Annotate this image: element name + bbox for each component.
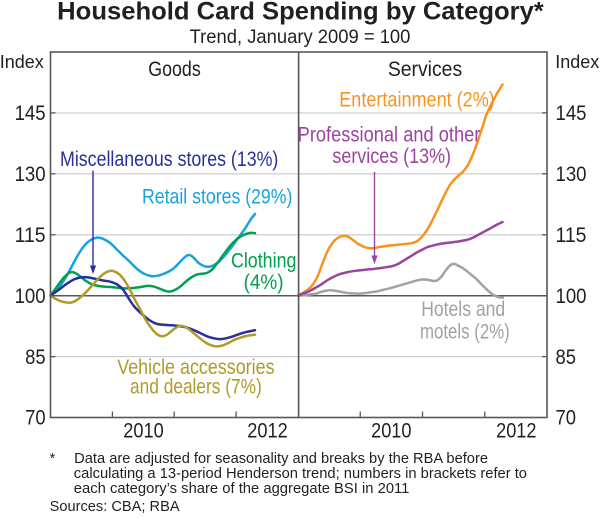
svg-text:Services: Services (388, 57, 462, 81)
svg-text:115: 115 (15, 224, 46, 247)
svg-text:145: 145 (556, 102, 587, 125)
svg-text:Household Card Spending by Cat: Household Card Spending by Category* (57, 0, 544, 26)
svg-text:Vehicle accessories: Vehicle accessories (117, 355, 274, 379)
svg-text:85: 85 (25, 346, 46, 369)
svg-text:Trend, January 2009 = 100: Trend, January 2009 = 100 (190, 26, 411, 48)
svg-text:(4%): (4%) (244, 270, 284, 294)
svg-text:Entertainment (2%): Entertainment (2%) (339, 88, 495, 112)
svg-text:130: 130 (15, 163, 46, 186)
svg-text:115: 115 (556, 224, 587, 247)
svg-text:Goods: Goods (148, 57, 201, 81)
svg-text:motels (2%): motels (2%) (420, 320, 510, 344)
svg-text:2012: 2012 (247, 419, 287, 442)
svg-text:Sources: CBA; RBA: Sources: CBA; RBA (50, 499, 180, 515)
svg-text:2010: 2010 (371, 419, 411, 442)
svg-text:70: 70 (556, 407, 577, 430)
svg-text:Data are adjusted for seasonal: Data are adjusted for seasonality and br… (74, 451, 488, 467)
svg-text:100: 100 (15, 285, 46, 308)
svg-text:Clothing: Clothing (231, 249, 297, 273)
svg-text:100: 100 (556, 285, 587, 308)
svg-text:Retail stores (29%): Retail stores (29%) (142, 184, 292, 208)
svg-text:2012: 2012 (496, 419, 536, 442)
svg-text:services (13%): services (13%) (332, 144, 451, 168)
svg-text:Miscellaneous stores (13%): Miscellaneous stores (13%) (60, 147, 278, 171)
svg-text:calculating a 13-period Hender: calculating a 13-period Henderson trend;… (74, 466, 527, 482)
svg-text:and dealers (7%): and dealers (7%) (130, 375, 262, 399)
svg-text:Hotels and: Hotels and (421, 297, 505, 321)
svg-text:85: 85 (556, 346, 577, 369)
svg-text:2010: 2010 (123, 419, 163, 442)
svg-text:*: * (50, 451, 56, 467)
svg-text:each category’s share of the a: each category’s share of the aggregate B… (74, 481, 410, 497)
svg-text:Professional and other: Professional and other (298, 123, 481, 147)
svg-text:70: 70 (25, 407, 46, 430)
svg-text:Index: Index (555, 52, 599, 72)
svg-text:130: 130 (556, 163, 587, 186)
svg-text:Index: Index (0, 52, 44, 72)
svg-text:145: 145 (15, 102, 46, 125)
